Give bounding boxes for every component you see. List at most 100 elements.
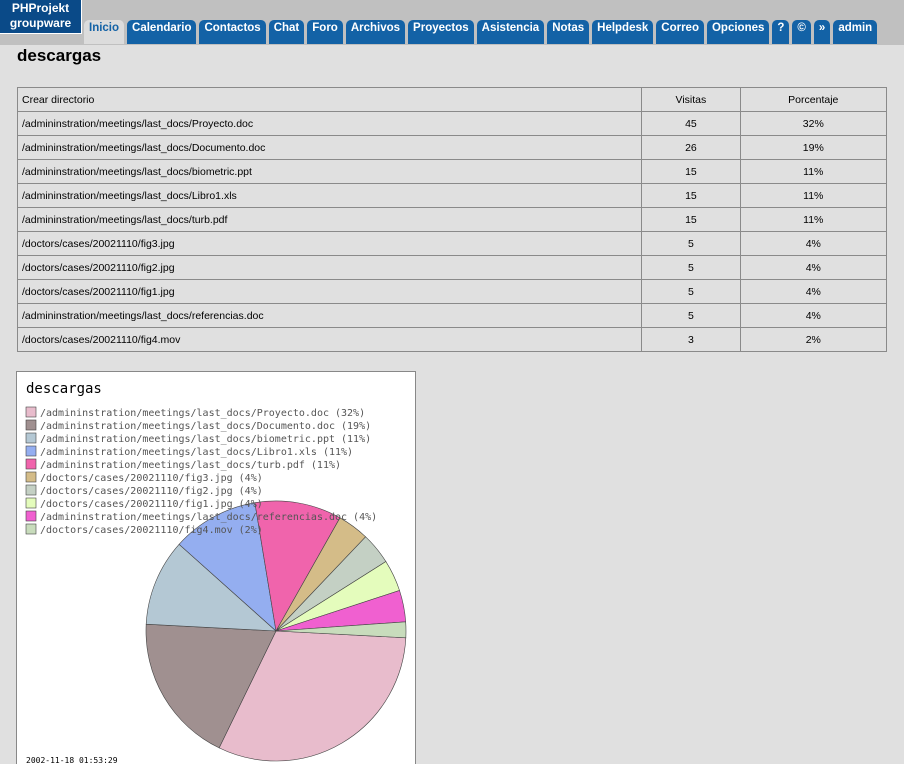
table-cell: 5 bbox=[641, 303, 741, 328]
pie-slice bbox=[218, 630, 407, 762]
legend-label: /admininstration/meetings/last_docs/turb… bbox=[40, 460, 305, 471]
table-row: /admininstration/meetings/last_docs/refe… bbox=[16, 303, 888, 328]
heading: descargas bbox=[17, 46, 102, 65]
header-row: Crear directorio Visitas Porcentaje bbox=[16, 87, 888, 112]
table-row: /admininstration/meetings/last_docs/turb… bbox=[16, 207, 888, 232]
legend-swatch bbox=[25, 471, 37, 483]
nav-tab[interactable]: Correo bbox=[656, 20, 704, 44]
table-cell: 3 bbox=[641, 327, 741, 352]
table-cell: 32% bbox=[739, 111, 888, 136]
nav-tab[interactable]: Opciones bbox=[706, 20, 770, 44]
table-cell: 11% bbox=[739, 159, 888, 184]
table-row: /admininstration/meetings/last_docs/Docu… bbox=[16, 135, 888, 160]
table-cell: 15 bbox=[641, 159, 741, 184]
table-cell: /admininstration/meetings/last_docs/biom… bbox=[16, 159, 643, 184]
table-cell: /doctors/cases/20021110/fig4.mov bbox=[16, 327, 643, 352]
table-row: /admininstration/meetings/last_docs/biom… bbox=[16, 159, 888, 184]
legend-swatch bbox=[25, 432, 37, 444]
legend-percent: (11%) bbox=[311, 460, 341, 471]
table-cell: 4% bbox=[739, 279, 888, 304]
nav-tab[interactable]: Foro bbox=[307, 20, 343, 44]
legend-percent: (4%) bbox=[239, 499, 263, 510]
legend-entry: /admininstration/meetings/last_docs/turb… bbox=[40, 460, 341, 471]
downloads-table: Crear directorio Visitas Porcentaje/admini… bbox=[16, 87, 888, 352]
legend-label: /admininstration/meetings/last_docs/Docu… bbox=[40, 421, 335, 432]
legend-swatch bbox=[25, 523, 37, 535]
table-row: /admininstration/meetings/last_docs/Proy… bbox=[16, 111, 888, 136]
table-cell: 4% bbox=[739, 255, 888, 280]
legend-label: /admininstration/meetings/last_docs/refe… bbox=[40, 512, 347, 523]
header-cell: Crear directorio bbox=[16, 87, 643, 112]
legend-percent: (32%) bbox=[335, 408, 365, 419]
legend-percent: (19%) bbox=[341, 421, 371, 432]
table-cell: 5 bbox=[641, 279, 741, 304]
logo[interactable]: PHProjekt groupware bbox=[0, 0, 82, 34]
legend-entry: /doctors/cases/20021110/fig2.jpg (4%) bbox=[40, 486, 263, 497]
table-cell: 5 bbox=[641, 255, 741, 280]
pie-slice bbox=[145, 543, 277, 632]
legend-label: /admininstration/meetings/last_docs/biom… bbox=[40, 434, 335, 445]
legend-label: /doctors/cases/20021110/fig4.mov bbox=[40, 525, 233, 536]
table-cell: /doctors/cases/20021110/fig1.jpg bbox=[16, 279, 643, 304]
timestamp: 2002-11-18 01:53:29 bbox=[26, 756, 118, 764]
table-cell: /admininstration/meetings/last_docs/refe… bbox=[16, 303, 643, 328]
nav-tab[interactable]: Calendario bbox=[127, 20, 197, 44]
legend-swatch bbox=[25, 484, 37, 496]
legend-entry: /admininstration/meetings/last_docs/Libr… bbox=[40, 447, 353, 458]
header-cell: Visitas bbox=[641, 87, 741, 112]
nav-tab[interactable]: » bbox=[813, 20, 831, 44]
nav-tab[interactable]: © bbox=[792, 20, 811, 44]
nav-tab[interactable]: Contactos bbox=[199, 20, 266, 44]
table-body: Crear directorio Visitas Porcentaje/admini… bbox=[16, 87, 888, 352]
header-cell: Porcentaje bbox=[739, 87, 888, 112]
legend-label: /doctors/cases/20021110/fig3.jpg bbox=[40, 473, 233, 484]
pie-slice bbox=[145, 623, 277, 749]
table-cell: 5 bbox=[641, 231, 741, 256]
table-cell: /doctors/cases/20021110/fig2.jpg bbox=[16, 255, 643, 280]
top-bar: PHProjekt groupware Inicio Calendario Conta… bbox=[0, 0, 904, 45]
legend-percent: (4%) bbox=[353, 512, 377, 523]
nav-tab[interactable]: Helpdesk bbox=[592, 20, 654, 44]
table-cell: 26 bbox=[641, 135, 741, 160]
table-cell: 19% bbox=[739, 135, 888, 160]
nav-tab[interactable]: Asistencia bbox=[476, 20, 545, 44]
legend-percent: (11%) bbox=[341, 434, 371, 445]
legend-percent: (11%) bbox=[323, 447, 353, 458]
nav-tab[interactable]: Notas bbox=[547, 20, 590, 44]
legend-swatch bbox=[25, 510, 37, 522]
legend-label: /admininstration/meetings/last_docs/Proy… bbox=[40, 408, 329, 419]
nav-tab[interactable]: Inicio bbox=[84, 20, 125, 44]
legend-entry: /admininstration/meetings/last_docs/Docu… bbox=[40, 421, 371, 432]
logo-line: groupware bbox=[9, 16, 72, 30]
tab-bar: Inicio Calendario Contactos Chat Foro Archivo… bbox=[84, 20, 878, 44]
legend-percent: (4%) bbox=[239, 486, 263, 497]
table-cell: 11% bbox=[739, 183, 888, 208]
table-cell: 2% bbox=[739, 327, 888, 352]
table-row: /admininstration/meetings/last_docs/Libr… bbox=[16, 183, 888, 208]
logo-line: PHProjekt bbox=[11, 1, 70, 15]
legend-percent: (4%) bbox=[239, 473, 263, 484]
table-row: /doctors/cases/20021110/fig1.jpg 5 4% bbox=[16, 279, 888, 304]
table-cell: 4% bbox=[739, 303, 888, 328]
nav-tab[interactable]: Chat bbox=[268, 20, 305, 44]
nav-tab[interactable]: Proyectos bbox=[408, 20, 474, 44]
legend-entry: /doctors/cases/20021110/fig1.jpg (4%) bbox=[40, 499, 263, 510]
legend-entry: /doctors/cases/20021110/fig3.jpg (4%) bbox=[40, 473, 263, 484]
pie-slice bbox=[178, 502, 277, 632]
nav-tab[interactable]: Archivos bbox=[345, 20, 406, 44]
table-cell: 15 bbox=[641, 183, 741, 208]
table-cell: 11% bbox=[739, 207, 888, 232]
table-row: /doctors/cases/20021110/fig2.jpg 5 4% bbox=[16, 255, 888, 280]
table-cell: 15 bbox=[641, 207, 741, 232]
legend-label: /admininstration/meetings/last_docs/Libr… bbox=[40, 447, 317, 458]
legend-label: /doctors/cases/20021110/fig1.jpg bbox=[40, 499, 233, 510]
legend-swatch bbox=[25, 497, 37, 509]
pie-slice bbox=[254, 500, 341, 632]
nav-tab[interactable]: admin bbox=[833, 20, 878, 44]
table-cell: /admininstration/meetings/last_docs/turb… bbox=[16, 207, 643, 232]
nav-tab[interactable]: ? bbox=[772, 20, 790, 44]
legend-label: /doctors/cases/20021110/fig2.jpg bbox=[40, 486, 233, 497]
table-cell: 45 bbox=[641, 111, 741, 136]
